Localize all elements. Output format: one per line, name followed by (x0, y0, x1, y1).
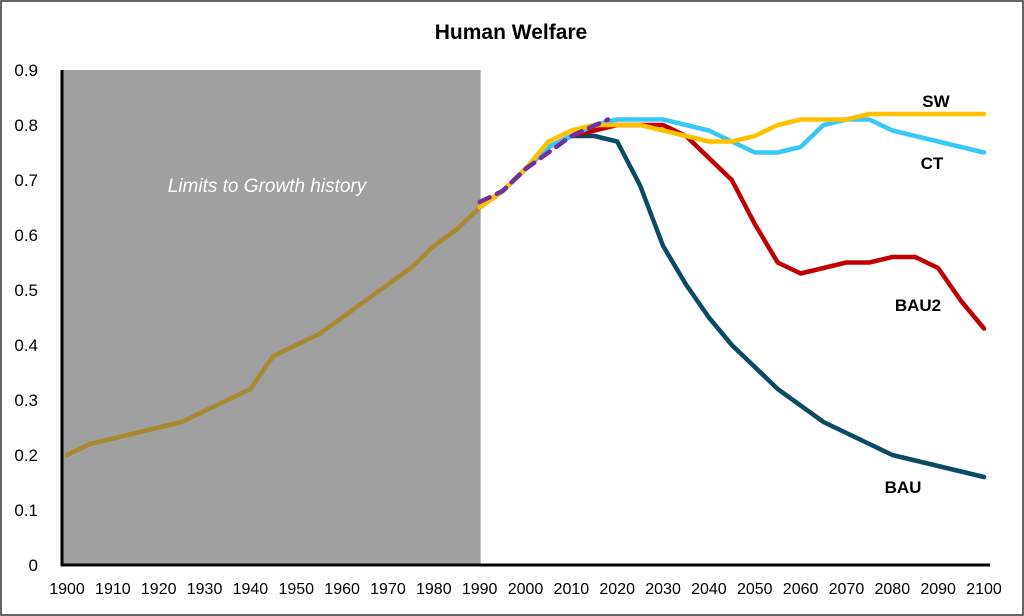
x-tick-label: 1950 (278, 581, 314, 598)
x-tick-label: 2060 (783, 581, 819, 598)
shaded-region-label: Limits to Growth history (168, 176, 368, 197)
x-tick-label: 2040 (691, 581, 727, 598)
y-tick-label: 0.2 (14, 446, 38, 465)
x-tick-label: 1970 (370, 581, 406, 598)
y-tick-label: 0.5 (14, 281, 38, 300)
y-tick-label: 0.3 (14, 391, 38, 410)
x-tick-label: 1900 (49, 581, 85, 598)
series-label-sw: SW (922, 92, 950, 111)
x-tick-label: 1920 (141, 581, 177, 598)
x-tick-label: 2030 (645, 581, 681, 598)
y-tick-label: 0.6 (14, 226, 38, 245)
x-tick-label: 1960 (324, 581, 360, 598)
y-tick-label: 0.8 (14, 116, 38, 135)
series-label-bau2: BAU2 (895, 296, 941, 315)
x-tick-label: 2010 (554, 581, 590, 598)
x-tick-label: 1930 (187, 581, 223, 598)
chart-title: Human Welfare (435, 21, 588, 44)
y-tick-label: 0 (29, 556, 38, 575)
x-tick-label: 1980 (416, 581, 452, 598)
history-line (64, 205, 482, 458)
observed-dashed-line (477, 117, 611, 205)
x-tick-label: 2080 (875, 581, 911, 598)
x-tick-label: 1940 (233, 581, 269, 598)
y-tick-label: 0.1 (14, 501, 38, 520)
x-tick-label: 2100 (966, 581, 1002, 598)
y-tick-label: 0.4 (14, 336, 38, 355)
y-tick-label: 0.9 (14, 61, 38, 80)
x-tick-label: 2090 (920, 581, 956, 598)
x-tick-label: 2070 (829, 581, 865, 598)
x-tick-label: 2020 (599, 581, 635, 598)
series-label-bau: BAU (885, 478, 922, 497)
x-tick-label: 1910 (95, 581, 131, 598)
history-shaded-region (62, 70, 481, 565)
series-label-ct: CT (921, 154, 944, 173)
x-tick-label: 1990 (462, 581, 498, 598)
x-tick-label: 2050 (737, 581, 773, 598)
y-tick-label: 0.7 (14, 171, 38, 190)
x-tick-label: 2000 (508, 581, 544, 598)
series-line-sw (477, 111, 987, 210)
